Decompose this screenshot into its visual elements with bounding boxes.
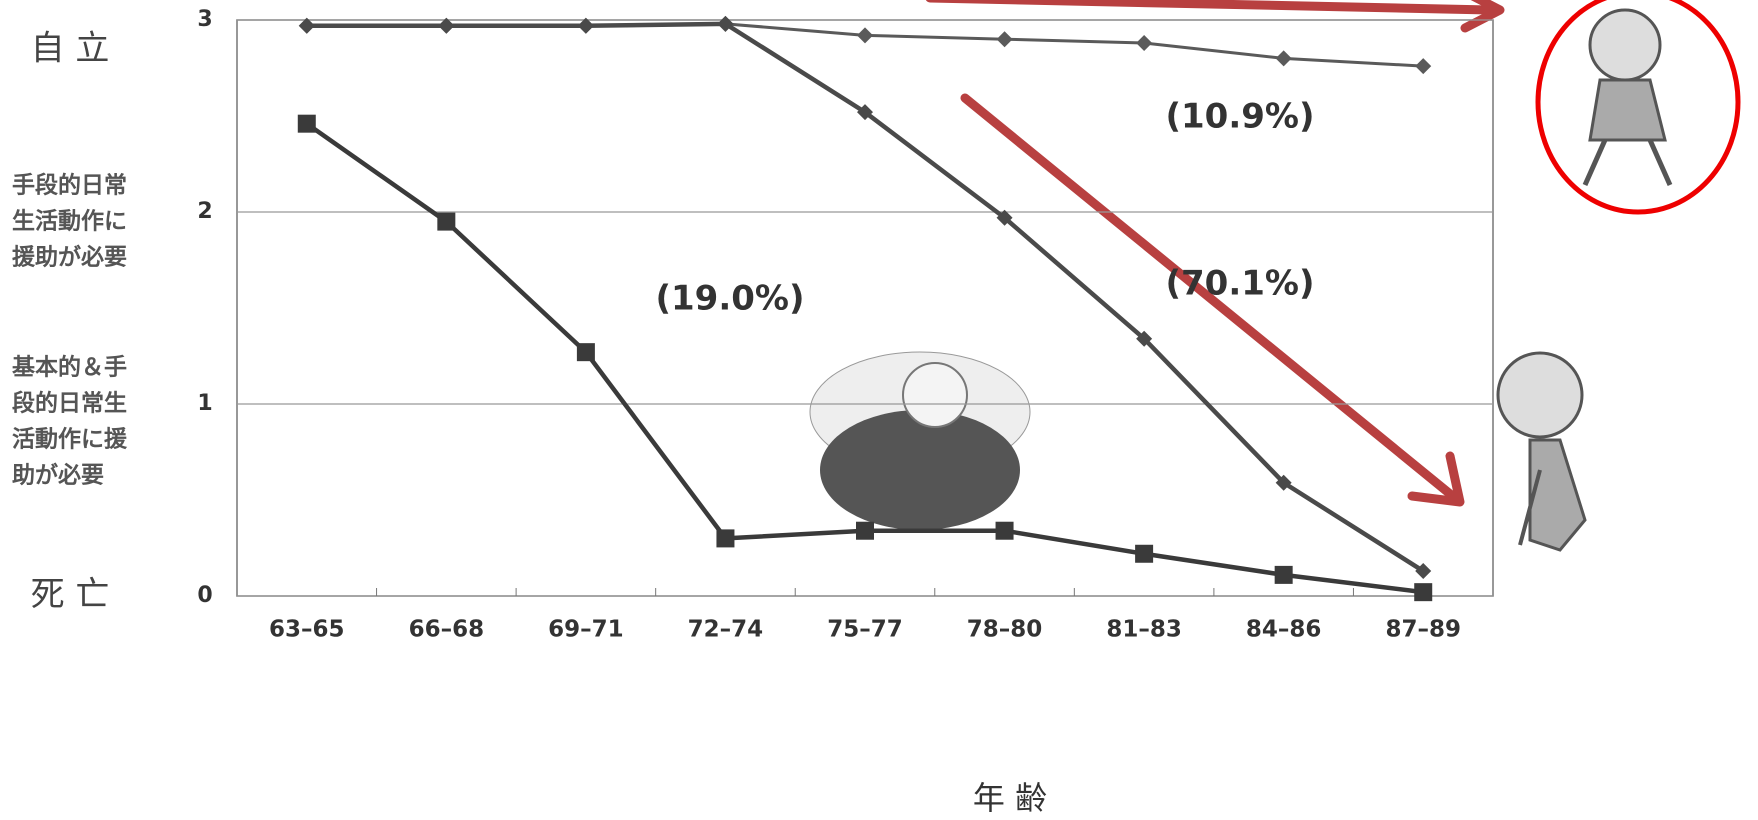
y-tick-label: 1 <box>197 391 212 416</box>
marker <box>997 31 1013 47</box>
level-label: 段的日常生 <box>12 390 127 417</box>
y-tick-label: 2 <box>197 199 212 224</box>
marker <box>1275 566 1293 584</box>
marker <box>577 343 595 361</box>
y-tick-label: 0 <box>197 583 212 608</box>
level-label: 援助が必要 <box>12 244 127 271</box>
y-tick-label: 3 <box>197 7 212 32</box>
x-tick-label: 72–74 <box>688 617 764 643</box>
marker <box>1135 545 1153 563</box>
annotation: (70.1%) <box>1165 264 1314 304</box>
level-label: 手段的日常 <box>12 172 127 199</box>
chart: 年 齢 0 1 2 3 自 立手段的日常生活動作に援助が必要基本的＆手段的日常生活動作に… <box>0 0 1758 820</box>
x-tick-label: 63–65 <box>269 617 345 643</box>
marker <box>856 522 874 540</box>
marker <box>1414 583 1432 601</box>
x-tick-label: 84–86 <box>1246 617 1322 643</box>
x-tick-label: 75–77 <box>827 617 903 643</box>
x-tick-label: 81–83 <box>1106 617 1182 643</box>
active-elder-illustration <box>1585 10 1670 185</box>
page: 年 齢 0 1 2 3 自 立手段的日常生活動作に援助が必要基本的＆手段的日常生活動作に… <box>0 0 1758 820</box>
level-label: 生活動作に <box>12 209 127 235</box>
level-label: 死 亡 <box>31 575 110 615</box>
walking-elder-illustration <box>1498 353 1585 550</box>
marker <box>857 27 873 43</box>
marker <box>298 115 316 133</box>
x-tick-label: 66–68 <box>409 617 485 643</box>
marker <box>1136 35 1152 51</box>
level-label: 自 立 <box>31 29 110 69</box>
x-tick-label: 78–80 <box>967 617 1043 643</box>
marker <box>716 529 734 547</box>
marker <box>437 213 455 231</box>
marker <box>996 522 1014 540</box>
x-tick-label: 87–89 <box>1385 617 1461 643</box>
x-axis-title: 年 齢 <box>973 779 1047 817</box>
level-label: 基本的＆手 <box>12 354 127 381</box>
marker <box>1276 50 1292 66</box>
level-label: 活動作に援 <box>12 427 128 453</box>
annotation: (10.9%) <box>1165 97 1314 137</box>
marker <box>1415 58 1431 74</box>
annotation: (19.0%) <box>655 279 804 319</box>
bedridden-illustration <box>810 352 1030 530</box>
x-tick-label: 69–71 <box>548 617 624 643</box>
level-label: 助が必要 <box>12 462 104 489</box>
